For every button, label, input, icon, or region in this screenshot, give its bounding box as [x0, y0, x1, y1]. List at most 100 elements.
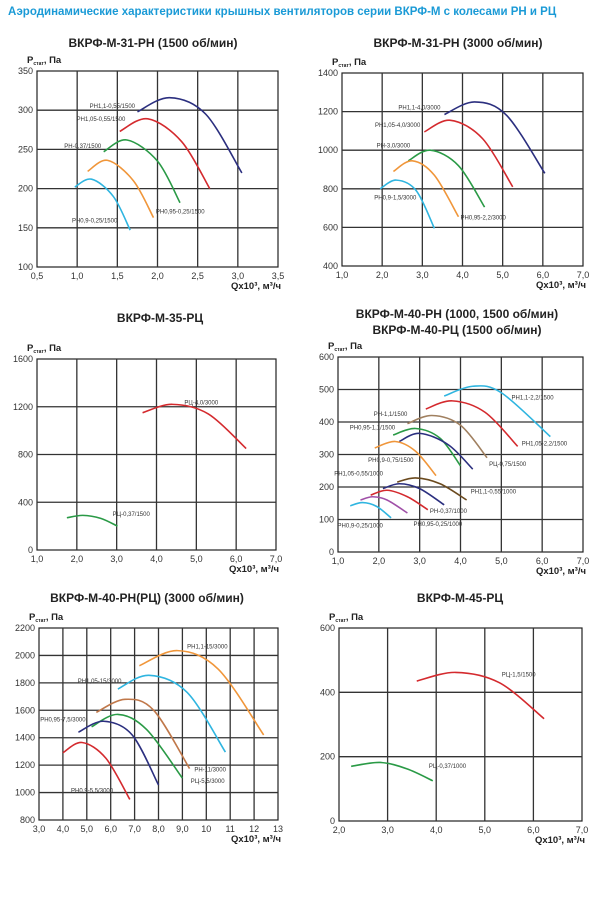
x-axis-label: Qx10³, м³/ч	[536, 566, 586, 577]
series-curve	[382, 482, 445, 506]
x-tick-label: 5,0	[81, 824, 94, 834]
series-label: РЦ-0,75/1500	[489, 462, 527, 468]
x-tick-label: 4,0	[430, 825, 443, 835]
y-tick-label: 600	[319, 352, 334, 362]
x-tick-label: 9,0	[176, 824, 189, 834]
y-axis-label: Pстат, Па	[332, 57, 367, 69]
y-label-sub: стат	[338, 63, 349, 69]
page-title: Аэродинамические характеристики крышных …	[8, 6, 557, 18]
chart-5: ВКРФ-М-40-РН(РЦ) (3000 об/мин) 3,0 4,0 5,0 6…	[15, 591, 283, 845]
y-tick-label: 100	[319, 515, 334, 525]
series-curve	[360, 495, 408, 514]
x-tick-label: 2,0	[151, 271, 164, 281]
series-label: РН1,05-4,0/3000	[375, 123, 421, 129]
series-label: РН1,1-0,55/1000	[471, 490, 517, 496]
series-label: РН1,05-15/3000	[78, 679, 122, 685]
chart-title: ВКРФ-М-45-РЦ	[417, 591, 503, 605]
x-tick-label: 6,0	[537, 270, 550, 280]
series-curve	[103, 139, 181, 204]
series-curve	[398, 432, 474, 470]
x-tick-label: 3,0	[413, 556, 426, 566]
chart-6: ВКРФ-М-45-РЦ 2,0 3,0 4,0 5,0 6,0 7,0 0 200 400 600…	[320, 591, 588, 846]
series-curve	[142, 403, 247, 450]
y-label-sub: стат	[334, 347, 345, 353]
x-tick-label: 3,5	[272, 271, 285, 281]
y-tick-label: 800	[323, 184, 338, 194]
x-tick-label: 7,0	[270, 554, 283, 564]
series-label: РН-0,37/1000	[430, 509, 468, 515]
x-tick-label: 6,0	[104, 824, 117, 834]
y-tick-label: 1600	[15, 705, 35, 715]
x-tick-label: 2,0	[71, 554, 84, 564]
x-tick-label: 3,0	[110, 554, 123, 564]
x-tick-label: 4,0	[456, 270, 469, 280]
y-label-main: P	[328, 341, 335, 352]
x-tick-label: 1,0	[332, 556, 345, 566]
series-label: РН0,95-0,25/1000	[414, 522, 463, 528]
y-tick-label: 800	[20, 815, 35, 825]
series-label: РН1,1-2,2/1500	[512, 395, 555, 401]
x-tick-label: 5,0	[495, 556, 508, 566]
x-tick-label: 10	[201, 824, 211, 834]
series-label: РН1,05-0,55/1500	[77, 117, 126, 123]
y-label-main: P	[29, 612, 36, 623]
series-curve	[119, 117, 211, 190]
x-tick-label: 4,0	[57, 824, 70, 834]
x-axis-label: Qx10³, м³/ч	[231, 281, 281, 292]
y-tick-label: 200	[18, 184, 33, 194]
x-tick-label: 8,0	[152, 824, 165, 834]
y-label-unit: , Па	[46, 612, 64, 623]
series-curve	[423, 119, 514, 188]
y-tick-label: 1200	[318, 107, 338, 117]
x-axis-label: Qx10³, м³/ч	[536, 280, 586, 291]
y-tick-label: 350	[18, 66, 33, 76]
series-curve	[407, 149, 486, 208]
series-curve	[407, 414, 488, 459]
y-tick-label: 600	[320, 623, 335, 633]
series-label: РН0,95-0,25/1500	[156, 210, 205, 216]
y-tick-label: 400	[319, 417, 334, 427]
x-tick-label: 11	[226, 824, 235, 834]
y-label-main: P	[332, 57, 339, 68]
y-tick-label: 0	[329, 547, 334, 557]
series-label: РН0,9-0,25/1500	[72, 218, 118, 224]
y-tick-label: 200	[320, 752, 335, 762]
series-label: РН0,95-1,1/1500	[350, 425, 396, 431]
chart-title: ВКРФ-М-40-РЦ (1500 об/мин)	[372, 323, 541, 337]
y-tick-label: 200	[319, 482, 334, 492]
y-tick-label: 1400	[318, 68, 338, 78]
y-label-unit: , Па	[345, 341, 363, 352]
series-curve	[96, 698, 191, 769]
x-tick-label: 0,5	[31, 271, 44, 281]
x-tick-label: 5,0	[479, 825, 492, 835]
series-curve	[87, 159, 155, 218]
y-tick-label: 0	[28, 545, 33, 555]
series-label: РН-3,0/3000	[377, 143, 411, 149]
x-tick-label: 1,5	[111, 271, 124, 281]
series-label: РЦ-0,37/1500	[113, 512, 151, 518]
x-tick-label: 7,0	[577, 270, 590, 280]
y-tick-label: 1000	[318, 145, 338, 155]
y-tick-label: 1400	[15, 733, 35, 743]
y-label-sub: стат	[33, 61, 44, 67]
y-label-main: P	[27, 343, 34, 354]
x-tick-label: 2,0	[376, 270, 389, 280]
chart-title: ВКРФ-М-35-РЦ	[117, 311, 203, 325]
y-tick-label: 300	[18, 105, 33, 115]
plot-area	[338, 627, 583, 822]
series-label: РН0,95-2,2/3000	[460, 216, 506, 222]
y-tick-label: 400	[320, 687, 335, 697]
chart-1: ВКРФ-М-31-РН (1500 об/мин) 0,5 1,0 1,5 2,0 2,…	[18, 36, 284, 292]
y-tick-label: 100	[18, 262, 33, 272]
x-tick-label: 4,0	[150, 554, 163, 564]
y-axis-label: Pстат, Па	[27, 55, 62, 67]
series-curve	[62, 741, 131, 800]
y-tick-label: 0	[330, 816, 335, 826]
x-tick-label: 4,0	[454, 556, 467, 566]
series-label: РН0,9-5,5/3000	[71, 789, 114, 795]
series-label: РН1,1-4,0/3000	[398, 106, 441, 112]
y-label-main: P	[329, 612, 336, 623]
series-label: РН0,9-0,25/1000	[338, 524, 384, 530]
x-tick-label: 7,0	[128, 824, 141, 834]
